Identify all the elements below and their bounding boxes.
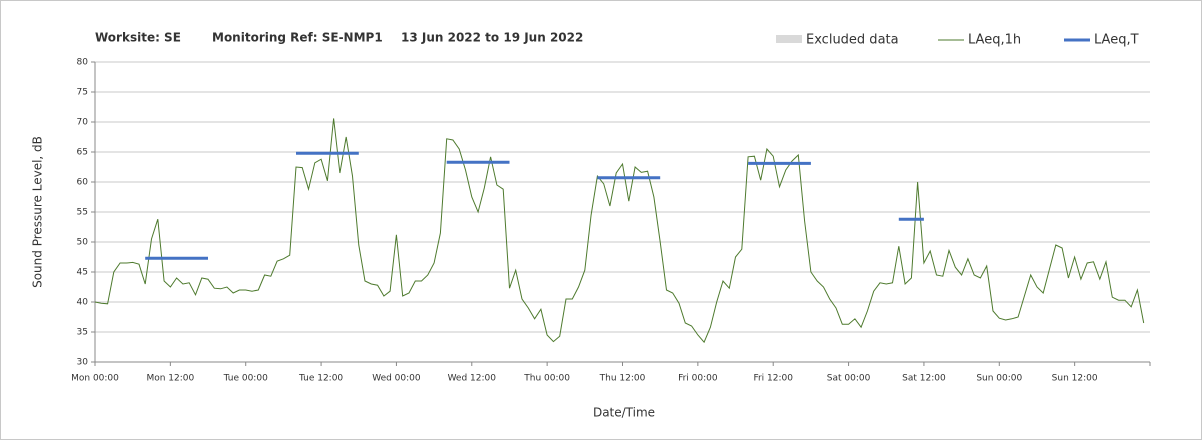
y-tick-label: 45 <box>77 268 88 278</box>
y-tick-label: 35 <box>77 328 88 338</box>
series-line <box>145 151 924 260</box>
x-tick-label: Sun 00:00 <box>976 374 1022 384</box>
y-tick-label: 75 <box>77 88 88 98</box>
y-tick-label: 80 <box>77 58 89 68</box>
x-tick-label: Wed 12:00 <box>448 374 497 384</box>
x-tick-label: Sat 00:00 <box>827 374 871 384</box>
legend-label: LAeq,1h <box>968 33 1021 48</box>
y-tick-label: 30 <box>77 358 89 368</box>
x-tick-label: Fri 12:00 <box>753 374 793 384</box>
legend-excluded-label: Excluded data <box>806 33 899 48</box>
x-tick-label: Wed 00:00 <box>372 374 421 384</box>
x-axis-label: Date/Time <box>593 406 655 420</box>
y-tick-label: 40 <box>77 298 89 308</box>
x-tick-label: Thu 00:00 <box>523 374 570 384</box>
y-tick-label: 70 <box>77 118 89 128</box>
legend-label: LAeq,T <box>1094 33 1139 48</box>
y-tick-label: 60 <box>77 178 89 188</box>
x-tick-label: Sun 12:00 <box>1052 374 1098 384</box>
title-ref: Monitoring Ref: SE-NMP1 <box>212 31 383 45</box>
y-axis-label: Sound Pressure Level, dB <box>31 136 45 288</box>
x-tick-label: Mon 00:00 <box>71 374 119 384</box>
legend-excluded-swatch <box>776 35 802 43</box>
x-tick-label: Tue 00:00 <box>223 374 268 384</box>
x-tick-label: Mon 12:00 <box>146 374 194 384</box>
title-worksite: Worksite: SE <box>95 31 181 45</box>
y-tick-label: 65 <box>77 148 88 158</box>
title-dates: 13 Jun 2022 to 19 Jun 2022 <box>401 31 583 45</box>
x-tick-label: Fri 00:00 <box>678 374 718 384</box>
x-tick-label: Thu 12:00 <box>599 374 646 384</box>
series-line <box>94 118 1145 344</box>
y-tick-label: 50 <box>77 238 89 248</box>
title: Worksite: SE Monitoring Ref: SE-NMP1 13 … <box>95 31 583 45</box>
x-tick-label: Sat 12:00 <box>902 374 946 384</box>
y-tick-label: 55 <box>77 208 88 218</box>
x-tick-label: Tue 12:00 <box>298 374 343 384</box>
